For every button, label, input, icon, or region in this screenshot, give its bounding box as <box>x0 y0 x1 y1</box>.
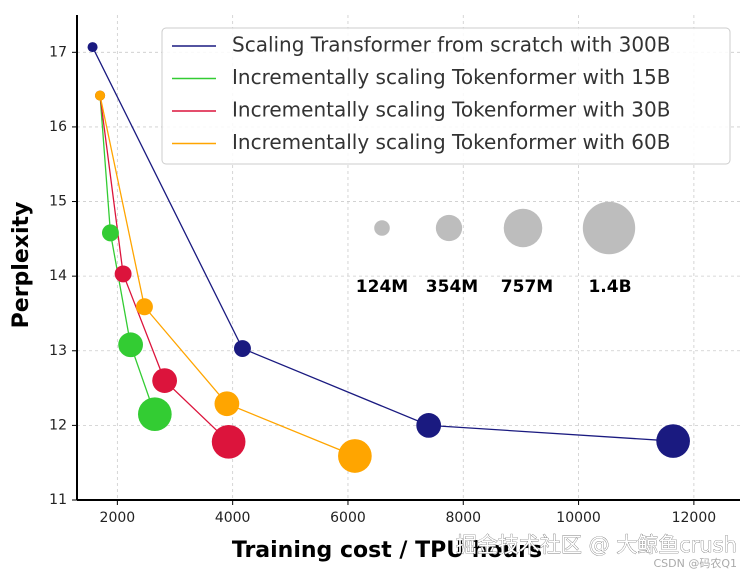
data-point <box>233 340 251 357</box>
legend-label: Incrementally scaling Tokenformer with 6… <box>232 130 670 154</box>
x-tick-label: 8000 <box>445 510 481 526</box>
data-point <box>87 42 98 53</box>
size-legend-marker <box>374 220 390 236</box>
data-point <box>118 332 143 358</box>
size-legend-marker <box>582 201 636 255</box>
data-point <box>211 424 246 459</box>
data-point <box>114 265 132 283</box>
series-line <box>99 95 230 443</box>
size-legend-marker <box>503 208 543 248</box>
series-line <box>91 46 674 442</box>
series-line <box>99 95 156 415</box>
x-tick-label: 2000 <box>100 510 136 526</box>
y-tick-label: 14 <box>49 268 67 284</box>
x-axis-label: Training cost / TPU hours <box>232 538 542 563</box>
y-tick-label: 12 <box>49 417 67 433</box>
data-point <box>338 439 372 473</box>
size-legend-label: 1.4B <box>588 277 631 297</box>
series-line <box>99 95 356 457</box>
size-legend-label: 354M <box>426 277 478 297</box>
watermark: CSDN @码农Q1 <box>653 556 737 570</box>
data-point <box>95 90 106 101</box>
y-axis-label: Perplexity <box>9 202 34 329</box>
data-point <box>656 424 690 458</box>
size-legend-label: 124M <box>356 277 408 297</box>
y-tick-label: 15 <box>49 194 67 210</box>
legend-label: Scaling Transformer from scratch with 30… <box>232 33 671 57</box>
x-tick-label: 10000 <box>556 510 601 526</box>
data-point <box>137 397 172 432</box>
y-tick-label: 13 <box>49 343 67 359</box>
data-point <box>135 298 153 316</box>
y-tick-label: 17 <box>49 44 67 60</box>
x-tick-label: 4000 <box>215 510 251 526</box>
x-tick-label: 12000 <box>672 510 717 526</box>
data-point <box>101 224 119 242</box>
legend-label: Incrementally scaling Tokenformer with 1… <box>232 65 670 89</box>
watermark: 掘金技术社区 @ 大鲸鱼crush <box>456 533 737 557</box>
data-point <box>214 391 240 417</box>
data-point <box>416 413 442 438</box>
legend-label: Incrementally scaling Tokenformer with 3… <box>232 98 670 122</box>
size-legend-marker <box>435 214 463 242</box>
y-tick-label: 11 <box>49 492 67 508</box>
size-legend-label: 757M <box>501 277 553 297</box>
data-point <box>152 368 178 393</box>
y-tick-label: 16 <box>49 119 67 135</box>
legend-box <box>161 27 731 165</box>
x-tick-label: 6000 <box>330 510 366 526</box>
